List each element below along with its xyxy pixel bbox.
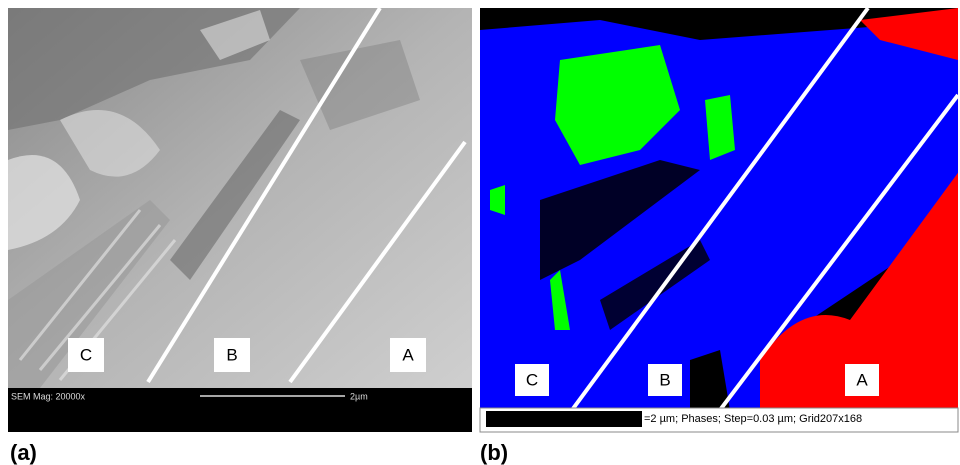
region-label: C (526, 370, 538, 389)
region-label: C (80, 345, 92, 364)
figure: SEM Mag: 20000x 2µm C B A (a) (0, 0, 960, 465)
panel-caption: (a) (10, 440, 37, 465)
region-label: B (226, 345, 237, 364)
scale-bar (486, 411, 642, 427)
panel-b: =2 µm; Phases; Step=0.03 µm; Grid207x168… (480, 8, 960, 465)
magnification: SEM Mag: 20000x (11, 391, 86, 401)
scan-info: =2 µm; Phases; Step=0.03 µm; Grid207x168 (644, 413, 862, 425)
panel-a: SEM Mag: 20000x 2µm C B A (a) (8, 8, 472, 465)
panel-caption: (b) (480, 440, 508, 465)
region-label: A (402, 345, 414, 364)
region-label: B (659, 370, 670, 389)
region-label: A (856, 370, 868, 389)
scale-label: 2µm (350, 391, 368, 401)
